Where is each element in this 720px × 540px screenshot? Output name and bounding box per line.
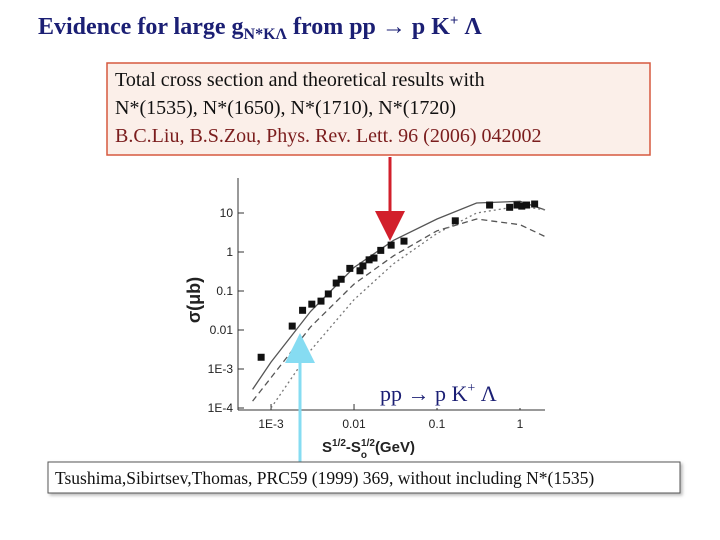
data-point — [257, 353, 265, 361]
x-axis-label-part: -S — [346, 439, 361, 456]
title-superscript: + — [450, 13, 459, 29]
data-point — [523, 201, 531, 209]
data-point — [506, 203, 514, 211]
data-point — [531, 200, 539, 208]
y-tick-label: 0.1 — [216, 284, 233, 298]
note-box — [47, 461, 681, 494]
title-text: Evidence for large g — [38, 14, 244, 40]
y-tick-label: 1E-4 — [208, 401, 234, 415]
y-axis-label: σ(μb) — [184, 277, 204, 323]
data-point — [513, 201, 521, 209]
reaction-superscript: + — [467, 381, 475, 396]
data-point — [400, 237, 408, 245]
title-end: Λ — [458, 14, 482, 40]
box-line: N*(1535), N*(1650), N*(1710), N*(1720) — [115, 97, 456, 119]
x-axis-label-part: 1/2 — [332, 438, 346, 449]
theory-curve — [252, 200, 546, 390]
note-text: Tsushima,Sibirtsev,Thomas, PRC59 (1999) … — [55, 468, 594, 488]
data-point — [387, 241, 395, 249]
reference-box — [106, 62, 651, 156]
data-point — [317, 297, 325, 305]
x-axis-label-part: 1/2 — [361, 438, 375, 449]
data-point — [308, 300, 316, 308]
data-point — [451, 217, 459, 225]
theory-curve — [270, 205, 546, 409]
data-point — [359, 262, 367, 270]
x-axis-label-part: (GeV) — [375, 439, 415, 456]
x-axis-label: S1/2-So1/2(GeV) — [322, 438, 415, 461]
title-rest: from pp → p K — [287, 14, 450, 40]
x-axis-label-part: o — [361, 450, 367, 461]
data-point — [486, 201, 494, 209]
data-point — [356, 267, 364, 275]
y-tick-label: 10 — [220, 206, 234, 220]
x-axis-label-part: S — [322, 439, 332, 456]
box-line: Total cross section and theoretical resu… — [115, 69, 485, 91]
reaction-end: Λ — [475, 381, 497, 406]
box-line: B.C.Liu, B.S.Zou, Phys. Rev. Lett. 96 (2… — [115, 125, 541, 147]
x-tick-label: 1E-3 — [258, 417, 284, 431]
theory-curve — [252, 218, 546, 402]
data-point — [370, 254, 378, 262]
data-point — [518, 202, 526, 210]
reaction-label: pp → p K+ Λ — [380, 381, 497, 406]
title: Evidence for large gN*KΛ from pp → p K+ … — [38, 13, 482, 43]
data-point — [337, 275, 345, 283]
title-subscript: N*KΛ — [244, 26, 288, 43]
x-tick-label: 0.1 — [429, 417, 446, 431]
data-point — [332, 279, 340, 287]
y-tick-label: 1E-3 — [208, 362, 234, 376]
data-point — [377, 246, 385, 254]
data-point — [324, 290, 332, 298]
label-background — [376, 378, 536, 408]
y-tick-label: 1 — [226, 245, 233, 259]
data-point — [299, 306, 307, 314]
reaction-text: pp → p K — [380, 381, 468, 406]
y-tick-label: 0.01 — [210, 323, 234, 337]
data-point — [346, 264, 354, 272]
data-point — [288, 322, 296, 330]
data-point — [365, 256, 373, 264]
x-tick-label: 1 — [517, 417, 524, 431]
x-tick-label: 0.01 — [342, 417, 366, 431]
